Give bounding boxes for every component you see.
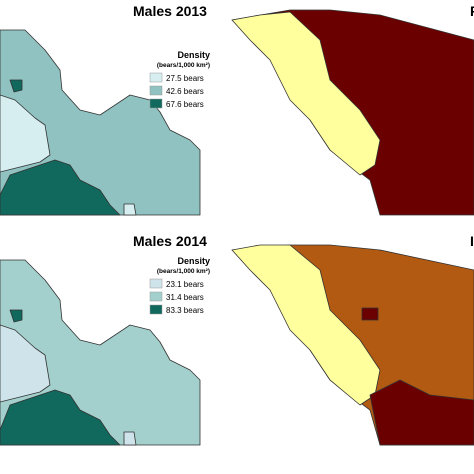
panel-title: F — [470, 3, 474, 19]
legend-swatch — [149, 98, 163, 109]
legend-label: 83.3 bears — [166, 306, 204, 315]
legends: Density (bears/1,000 km²) 27.5 bears 42.6 b… — [149, 50, 210, 315]
legend-swatch — [149, 304, 163, 315]
legend-label: 23.1 bears — [166, 280, 204, 289]
legend-label: 67.6 bears — [166, 100, 204, 109]
legend-swatch — [149, 72, 163, 83]
panel-title: Males 2013 — [133, 3, 207, 19]
legend-swatch — [149, 85, 163, 96]
map-males-2013 — [0, 29, 201, 216]
legend-label: 27.5 bears — [166, 74, 204, 83]
legend-swatch — [149, 291, 163, 302]
legend-label: 42.6 bears — [166, 87, 204, 96]
legend-swatch — [149, 278, 163, 289]
map-males-2014 — [0, 259, 201, 446]
panel-title: I — [470, 233, 474, 249]
legend-units: (bears/1,000 km²) — [157, 268, 210, 275]
legend-title: Density — [177, 256, 210, 266]
panel-title: Males 2014 — [133, 233, 207, 249]
legend-label: 31.4 bears — [166, 293, 204, 302]
map-females-2014 — [231, 244, 474, 446]
map-females-2013 — [231, 9, 474, 216]
legend-units: (bears/1,000 km²) — [157, 62, 210, 69]
legend-title: Density — [177, 50, 210, 60]
